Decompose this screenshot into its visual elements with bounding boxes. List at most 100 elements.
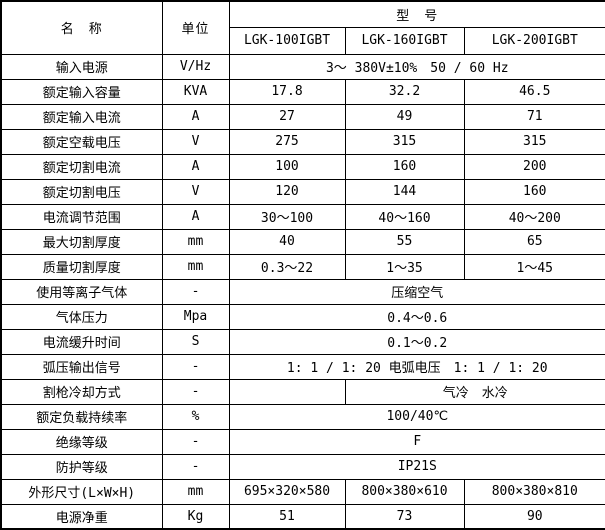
spec-name-cell: 额定切割电压 (0, 178, 163, 205)
spec-value-cell: 144 (344, 178, 465, 205)
spec-value-cell: 0.1～0.2 (228, 328, 605, 355)
column-header-model-group: 型 号 (228, 0, 605, 28)
spec-name-cell: 绝缘等级 (0, 428, 163, 455)
spec-value-cell: 17.8 (228, 78, 346, 105)
spec-value-cell: 51 (228, 503, 346, 530)
column-header-unit: 单位 (161, 0, 230, 55)
spec-unit-cell: - (161, 353, 230, 380)
spec-table-body: 输入电源 V/Hz 3～ 380V±10% 50 / 60 Hz 额定输入容量 KVA 1… (0, 53, 605, 530)
spec-value-cell: 46.5 (463, 78, 605, 105)
spec-value-cell (228, 378, 346, 405)
table-row: 最大切割厚度 mm 40 55 65 (0, 228, 605, 255)
spec-name-cell: 额定空载电压 (0, 128, 163, 155)
spec-value-cell: 1～35 (344, 253, 465, 280)
spec-unit-cell: V/Hz (161, 53, 230, 80)
spec-name-cell: 额定负载持续率 (0, 403, 163, 430)
spec-value-cell: 275 (228, 128, 346, 155)
table-row: 电源净重 Kg 51 73 90 (0, 503, 605, 530)
spec-value-cell: F (228, 428, 605, 455)
spec-unit-cell: A (161, 103, 230, 130)
spec-unit-cell: Mpa (161, 303, 230, 330)
table-row: 电流调节范围 A 30～100 40～160 40～200 (0, 203, 605, 230)
spec-unit-cell: A (161, 153, 230, 180)
spec-value-cell: 0.4～0.6 (228, 303, 605, 330)
table-row: 绝缘等级 - F (0, 428, 605, 455)
spec-value-cell: 0.3～22 (228, 253, 346, 280)
spec-name-cell: 气体压力 (0, 303, 163, 330)
table-row: 弧压输出信号 -1: 1 / 1: 20 电弧电压 1: 1 / 1: 20 (0, 353, 605, 380)
spec-value-cell: 200 (463, 153, 605, 180)
table-row: 外形尺寸(L×W×H) mm 695×320×580 800×380×610 800×3… (0, 478, 605, 505)
spec-name-cell: 电流调节范围 (0, 203, 163, 230)
spec-name-cell: 使用等离子气体 (0, 278, 163, 305)
spec-unit-cell: A (161, 203, 230, 230)
spec-unit-cell: V (161, 178, 230, 205)
table-row: 额定空载电压 V 275 315 315 (0, 128, 605, 155)
spec-unit-cell: V (161, 128, 230, 155)
table-row: 防护等级 - IP21S (0, 453, 605, 480)
spec-unit-cell: % (161, 403, 230, 430)
spec-value-cell: 100 (228, 153, 346, 180)
spec-unit-cell: mm (161, 253, 230, 280)
spec-name-cell: 最大切割厚度 (0, 228, 163, 255)
spec-value-cell: IP21S (228, 453, 605, 480)
spec-value-cell: 27 (228, 103, 346, 130)
spec-value-cell: 压缩空气 (228, 278, 605, 305)
spec-value-cell: 40 (228, 228, 346, 255)
spec-name-cell: 额定输入电流 (0, 103, 163, 130)
spec-name-cell: 电源净重 (0, 503, 163, 530)
table-row: 额定切割电压 V 120 144 160 (0, 178, 605, 205)
spec-value-cell: 695×320×580 (228, 478, 346, 505)
spec-value-cell: 55 (344, 228, 465, 255)
table-row: 使用等离子气体 - 压缩空气 (0, 278, 605, 305)
spec-name-cell: 质量切割厚度 (0, 253, 163, 280)
spec-value-cell: 71 (463, 103, 605, 130)
column-header-model-lgk160: LGK-160IGBT (344, 26, 465, 55)
table-row: 气体压力 Mpa 0.4～0.6 (0, 303, 605, 330)
spec-value-cell: 800×380×610 (344, 478, 465, 505)
spec-value-cell: 315 (344, 128, 465, 155)
table-row: 额定切割电流 A 100 160 200 (0, 153, 605, 180)
spec-value-cell: 3～ 380V±10% 50 / 60 Hz (228, 53, 605, 80)
spec-unit-cell: - (161, 453, 230, 480)
spec-value-cell: 73 (344, 503, 465, 530)
spec-value-cell: 160 (463, 178, 605, 205)
spec-unit-cell: Kg (161, 503, 230, 530)
spec-unit-cell: - (161, 378, 230, 405)
header-row-group: 名 称 单位 型 号 (0, 0, 605, 55)
table-row: 质量切割厚度 mm 0.3～22 1～35 1～45 (0, 253, 605, 280)
spec-value-cell: 30～100 (228, 203, 346, 230)
spec-value-cell: 315 (463, 128, 605, 155)
spec-value-cell: 40～160 (344, 203, 465, 230)
spec-value-cell: 49 (344, 103, 465, 130)
spec-name-cell: 外形尺寸(L×W×H) (0, 478, 163, 505)
table-row: 电流缓升时间 S 0.1～0.2 (0, 328, 605, 355)
spec-name-cell: 输入电源 (0, 53, 163, 80)
table-row: 额定输入容量 KVA 17.8 32.2 46.5 (0, 78, 605, 105)
spec-value-cell: 160 (344, 153, 465, 180)
spec-name-cell: 额定输入容量 (0, 78, 163, 105)
table-row: 割枪冷却方式 - 气冷 水冷 (0, 378, 605, 405)
table-row: 额定负载持续率% 100/40℃ (0, 403, 605, 430)
spec-value-cell: 120 (228, 178, 346, 205)
spec-value-cell: 90 (463, 503, 605, 530)
spec-value-cell: 1～45 (463, 253, 605, 280)
spec-value-cell: 65 (463, 228, 605, 255)
spec-value-cell: 32.2 (344, 78, 465, 105)
spec-value-cell: 100/40℃ (228, 403, 605, 430)
spec-name-cell: 弧压输出信号 (0, 353, 163, 380)
spec-name-cell: 割枪冷却方式 (0, 378, 163, 405)
spec-name-cell: 防护等级 (0, 453, 163, 480)
table-row: 输入电源 V/Hz 3～ 380V±10% 50 / 60 Hz (0, 53, 605, 80)
column-header-name: 名 称 (0, 0, 163, 55)
spec-value-cell: 40～200 (463, 203, 605, 230)
spec-name-cell: 额定切割电流 (0, 153, 163, 180)
spec-value-cell: 气冷 水冷 (344, 378, 605, 405)
spec-unit-cell: - (161, 278, 230, 305)
spec-unit-cell: KVA (161, 78, 230, 105)
column-header-model-lgk100: LGK-100IGBT (228, 26, 346, 55)
spec-value-cell: 800×380×810 (463, 478, 605, 505)
table-row: 额定输入电流 A 27 49 71 (0, 103, 605, 130)
